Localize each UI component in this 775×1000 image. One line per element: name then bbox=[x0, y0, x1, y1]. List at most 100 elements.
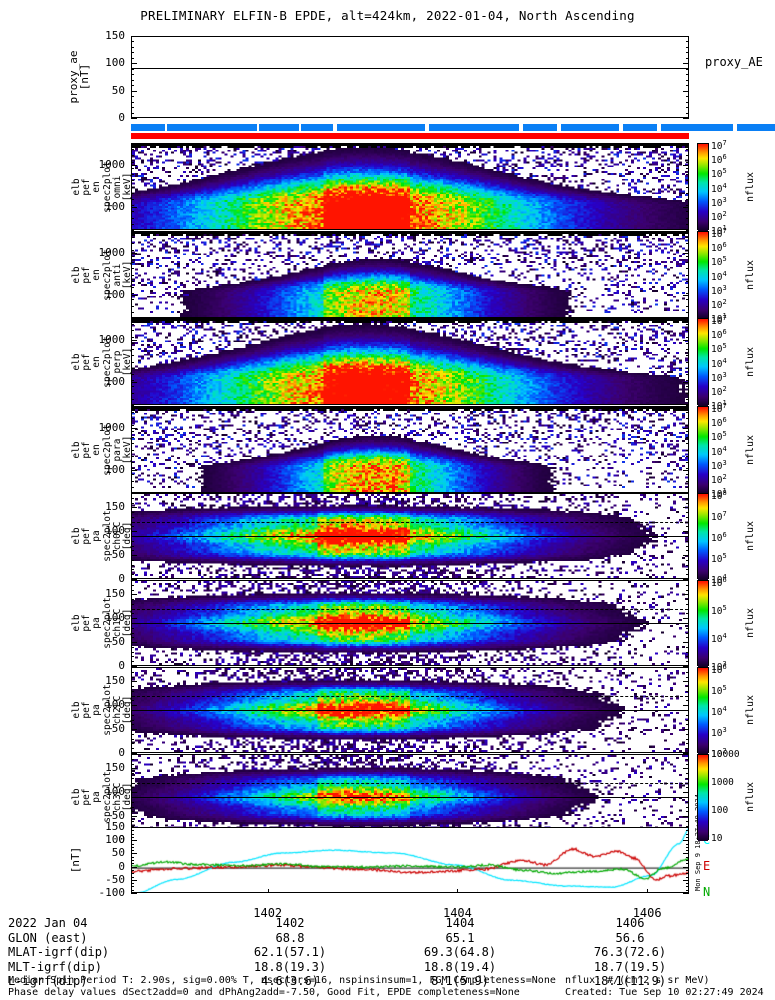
tick-minor bbox=[686, 355, 689, 357]
tick-minor bbox=[131, 268, 134, 270]
tick-minor bbox=[686, 580, 689, 581]
tick-minor bbox=[131, 412, 134, 414]
tick-minor bbox=[131, 249, 134, 251]
tick bbox=[131, 816, 137, 818]
tick-minor bbox=[131, 879, 134, 881]
colorbar-6 bbox=[697, 667, 709, 754]
tick-minor bbox=[686, 738, 689, 740]
energy-panel-0 bbox=[131, 143, 689, 230]
tick-minor bbox=[686, 748, 689, 750]
pa-ylabel-0-line: pa bbox=[91, 530, 103, 542]
tick bbox=[131, 531, 137, 533]
tick bbox=[131, 753, 137, 754]
tick-minor bbox=[686, 700, 689, 702]
footer-value: 69.3(64.8) bbox=[423, 945, 497, 959]
proxy-ae-yunit: [nT] bbox=[78, 63, 91, 91]
colorbar-name-0: nflux bbox=[745, 171, 756, 202]
tick bbox=[683, 165, 689, 167]
tick-minor bbox=[686, 223, 689, 225]
tick-minor bbox=[686, 564, 689, 566]
tick-minor bbox=[131, 461, 134, 463]
tick-minor bbox=[131, 180, 134, 182]
tick-minor bbox=[686, 599, 689, 601]
tick-minor bbox=[686, 180, 689, 182]
tick-minor bbox=[131, 243, 134, 245]
footer-value: 18.8(19.3) bbox=[253, 959, 327, 974]
fgm-ytick: 100 bbox=[105, 833, 125, 847]
colorbar-tick: 101 bbox=[711, 224, 727, 238]
footer-value: 76.3(72.6) bbox=[593, 945, 667, 959]
colorbar-tick: 104 bbox=[711, 269, 727, 283]
tick-minor bbox=[686, 603, 689, 605]
proxy-ae-panel bbox=[131, 36, 689, 118]
tick bbox=[683, 253, 689, 255]
tick-minor bbox=[686, 729, 689, 731]
tick-minor bbox=[131, 651, 134, 653]
tick-minor bbox=[131, 825, 134, 827]
tick-minor bbox=[131, 36, 134, 37]
tick-minor bbox=[131, 493, 134, 494]
colorbar-tick: 102 bbox=[711, 384, 727, 398]
tick-minor bbox=[131, 820, 134, 822]
colorbar-tick: 10 bbox=[711, 833, 723, 844]
footer-value: 65.1 bbox=[445, 930, 475, 945]
tick-minor bbox=[686, 63, 689, 65]
tick-minor bbox=[686, 667, 689, 668]
energy-ylabel-0-line: en bbox=[91, 180, 103, 193]
tick-minor bbox=[686, 161, 689, 163]
tick bbox=[131, 768, 137, 770]
colorbar-tick: 106 bbox=[711, 241, 727, 255]
tick-minor bbox=[686, 101, 689, 103]
tick-minor bbox=[686, 743, 689, 745]
tick-minor bbox=[686, 205, 689, 207]
tick-minor bbox=[686, 627, 689, 629]
tick-minor bbox=[131, 850, 134, 852]
tick-minor bbox=[131, 603, 134, 605]
tick-minor bbox=[686, 686, 689, 688]
tick-minor bbox=[686, 468, 689, 470]
tick-minor bbox=[686, 695, 689, 697]
energy-ylabel-3-line: en bbox=[91, 443, 103, 456]
tick-minor bbox=[686, 873, 689, 875]
tick-minor bbox=[131, 860, 134, 861]
fgm-ylabel: [nT] bbox=[69, 846, 82, 874]
tick-minor bbox=[131, 349, 134, 351]
tick-minor bbox=[131, 733, 134, 735]
tick-minor bbox=[131, 666, 134, 667]
colorbar-tick: 103 bbox=[711, 370, 727, 384]
tick-minor bbox=[131, 627, 134, 629]
fgm-ytick: 0 bbox=[118, 859, 125, 873]
colorbar-tick: 104 bbox=[711, 632, 727, 646]
tick-minor bbox=[686, 782, 689, 784]
tick bbox=[131, 840, 137, 842]
tick-minor bbox=[686, 398, 689, 400]
tick-minor bbox=[131, 853, 134, 855]
tick-minor bbox=[131, 223, 134, 225]
tick bbox=[131, 206, 137, 208]
tick bbox=[131, 681, 137, 683]
tick-minor bbox=[131, 90, 134, 92]
tick-minor bbox=[686, 217, 689, 219]
tick-minor bbox=[131, 205, 134, 207]
colorbar-7 bbox=[697, 754, 709, 841]
tick-minor bbox=[131, 430, 134, 432]
fgm-canvas bbox=[132, 828, 688, 892]
tick-minor bbox=[131, 743, 134, 745]
tick-minor bbox=[686, 811, 689, 813]
pa-ytick: 50 bbox=[111, 548, 125, 562]
tick bbox=[131, 340, 137, 342]
tick-minor bbox=[686, 406, 689, 407]
colorbar-tick: 104 bbox=[711, 705, 727, 719]
tick-minor bbox=[131, 531, 134, 533]
tick-minor bbox=[131, 318, 134, 319]
tick-minor bbox=[131, 705, 134, 707]
colorbar-name-2: nflux bbox=[745, 346, 756, 377]
tick-minor bbox=[686, 866, 689, 868]
loss-cone-line-solid bbox=[132, 536, 688, 537]
xtick-mark bbox=[457, 889, 459, 893]
tick-minor bbox=[131, 811, 134, 813]
tick-minor bbox=[686, 336, 689, 338]
tick-minor bbox=[686, 816, 689, 818]
tick-minor bbox=[686, 405, 689, 406]
colorbar-4 bbox=[697, 493, 709, 580]
